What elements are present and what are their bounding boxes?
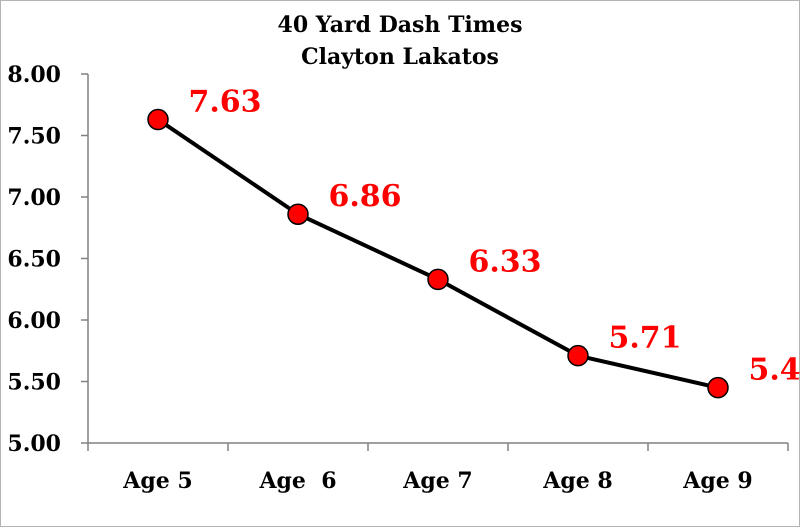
x-tick-label: Age 9 xyxy=(682,468,752,494)
chart-title: 40 Yard Dash Times xyxy=(278,12,523,38)
y-tick-label: 7.50 xyxy=(7,124,61,150)
data-label: 5.71 xyxy=(608,321,681,356)
x-tick-label: Age 7 xyxy=(402,468,472,494)
data-point-marker xyxy=(147,108,169,131)
y-tick-label: 8.00 xyxy=(7,62,61,88)
data-point-marker xyxy=(427,268,449,291)
x-tick-label: Age 5 xyxy=(122,468,192,494)
x-tick-label: Age 6 xyxy=(258,468,336,494)
chart-subtitle: Clayton Lakatos xyxy=(301,44,499,70)
y-tick-label: 6.00 xyxy=(7,308,61,334)
series-line-layer xyxy=(147,108,729,399)
data-label: 7.63 xyxy=(188,85,261,120)
x-tick-label: Age 8 xyxy=(542,468,612,494)
data-point-marker xyxy=(707,376,729,399)
y-tick-label: 5.00 xyxy=(7,431,61,457)
data-label: 6.33 xyxy=(468,244,541,279)
data-point-marker xyxy=(567,344,589,367)
data-point-marker xyxy=(287,203,309,225)
data-label: 5.45 xyxy=(748,353,800,388)
data-label: 6.86 xyxy=(328,179,401,214)
data-labels-layer: 7.63 6.86 6.33 5.71 5.45 xyxy=(188,85,800,388)
y-tick-label: 7.00 xyxy=(7,185,61,211)
y-tick-label: 6.50 xyxy=(7,247,61,273)
y-tick-label: 5.50 xyxy=(7,370,61,396)
axes: 5.00 5.50 6.00 6.50 7.00 7.50 8.00 Age 5 Age 6 Ag… xyxy=(7,62,789,494)
